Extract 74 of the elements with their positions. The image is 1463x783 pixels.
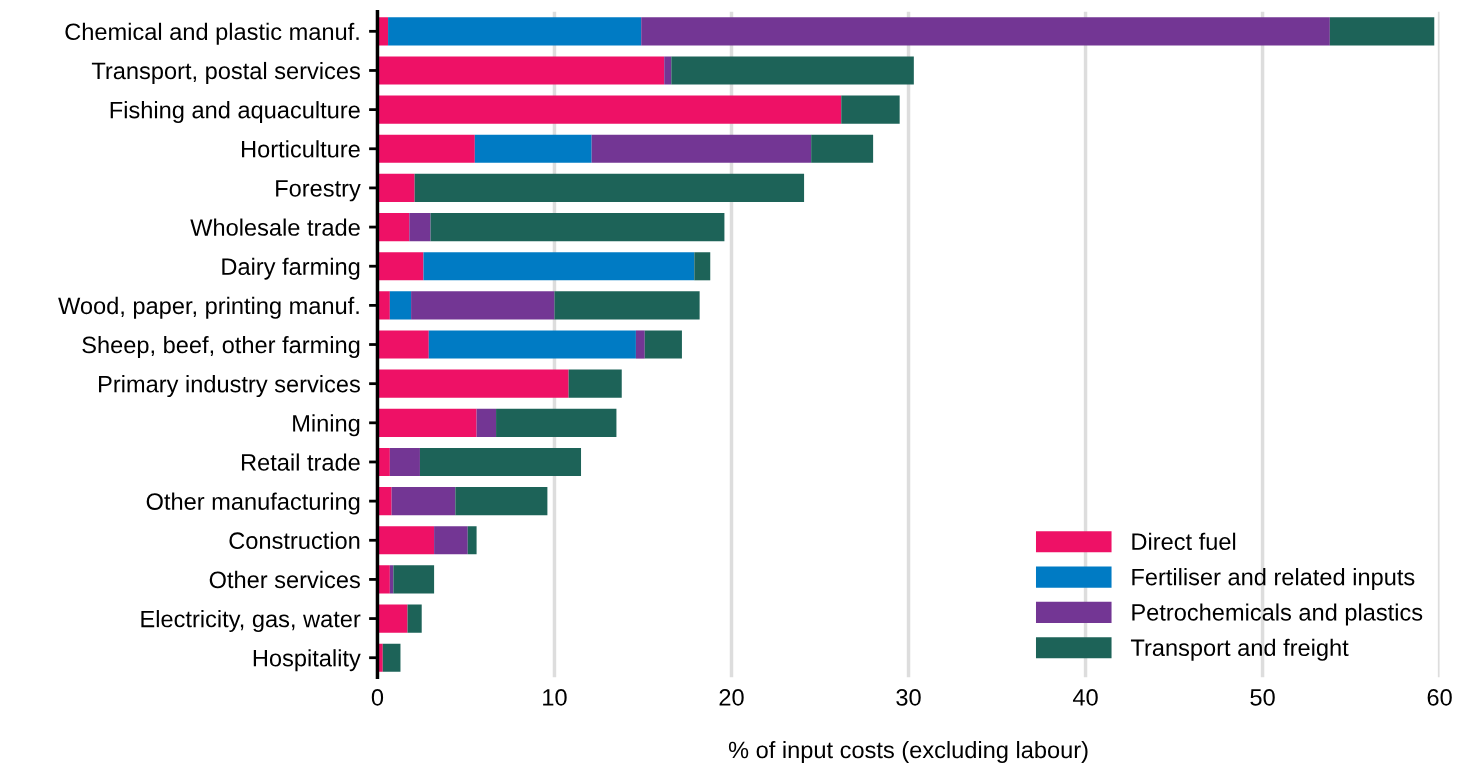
bar (391, 487, 456, 516)
bar (419, 447, 582, 477)
y-tick-label: Horticulture (242, 140, 360, 158)
bar (474, 134, 592, 163)
bar (393, 565, 435, 594)
bar (430, 212, 725, 242)
bar (377, 252, 424, 281)
bar (467, 526, 477, 555)
bar (377, 173, 415, 203)
bar (377, 134, 475, 163)
bar (644, 330, 682, 359)
bar (377, 604, 408, 633)
x-tick-label: 50 (1250, 689, 1275, 706)
bar (409, 212, 431, 242)
bar (476, 408, 497, 437)
y-tick-label: Dairy farming (222, 257, 360, 280)
y-tick-label: Chemical and plastic manuf. (65, 22, 359, 45)
x-tick-label: 0 (371, 689, 384, 706)
y-tick-label: Transport, postal services (91, 61, 360, 84)
bar (377, 526, 435, 555)
legend-label: Direct fuel (1132, 532, 1236, 551)
bar (377, 408, 477, 437)
x-tick-label: 10 (543, 689, 567, 706)
bar (841, 95, 900, 124)
bar (694, 252, 711, 281)
y-tick-label: Primary industry services (99, 375, 360, 398)
bar (428, 330, 636, 359)
y-tick-label: Retail trade (241, 453, 360, 471)
bar (377, 330, 429, 359)
bar (664, 56, 672, 85)
bar (591, 134, 812, 163)
bar (671, 56, 914, 85)
y-tick-label: Fishing and aquaculture (110, 101, 360, 124)
bar (377, 56, 665, 85)
x-tick-label: 40 (1072, 689, 1098, 706)
bar (414, 173, 805, 203)
x-tick-label: 20 (719, 689, 744, 706)
legend-label: Transport and freight (1130, 638, 1349, 661)
legend-label: Petrochemicals and plastics (1132, 603, 1423, 626)
bar (411, 291, 555, 320)
bar (635, 330, 645, 359)
bar (389, 447, 420, 477)
bar (811, 134, 874, 163)
y-tick-label: Other manufacturing (146, 492, 360, 515)
bar (455, 487, 548, 516)
bar (641, 17, 1330, 46)
y-tick-label: Hospitality (253, 649, 361, 672)
y-tick-label: Sheep, beef, other farming (82, 335, 360, 358)
bar (496, 408, 617, 437)
x-tick-label: 60 (1427, 689, 1452, 706)
bar (389, 291, 412, 320)
bar (434, 526, 468, 555)
bar (407, 604, 422, 633)
bar (377, 95, 842, 124)
bar (377, 487, 392, 516)
bar (423, 252, 695, 281)
bar (568, 369, 622, 398)
bar (1329, 17, 1435, 46)
x-tick-label: 30 (896, 689, 921, 706)
y-tick-label: Wood, paper, printing manuf. (58, 296, 359, 319)
y-tick-label: Construction (229, 531, 360, 550)
bar (382, 643, 401, 672)
bar (377, 565, 390, 594)
bar (388, 17, 642, 46)
y-tick-label: Electricity, gas, water (141, 610, 361, 633)
x-axis-title: % of input costs (excluding labour) (728, 740, 1088, 763)
y-tick-label: Forestry (276, 180, 361, 202)
y-tick-label: Wholesale trade (190, 218, 360, 236)
bar (377, 212, 410, 242)
legend-label: Fertiliser and related inputs (1132, 568, 1415, 591)
y-tick-label: Mining (293, 414, 360, 437)
y-tick-label: Other services (209, 570, 360, 589)
bar (377, 369, 569, 398)
bar (554, 291, 700, 320)
